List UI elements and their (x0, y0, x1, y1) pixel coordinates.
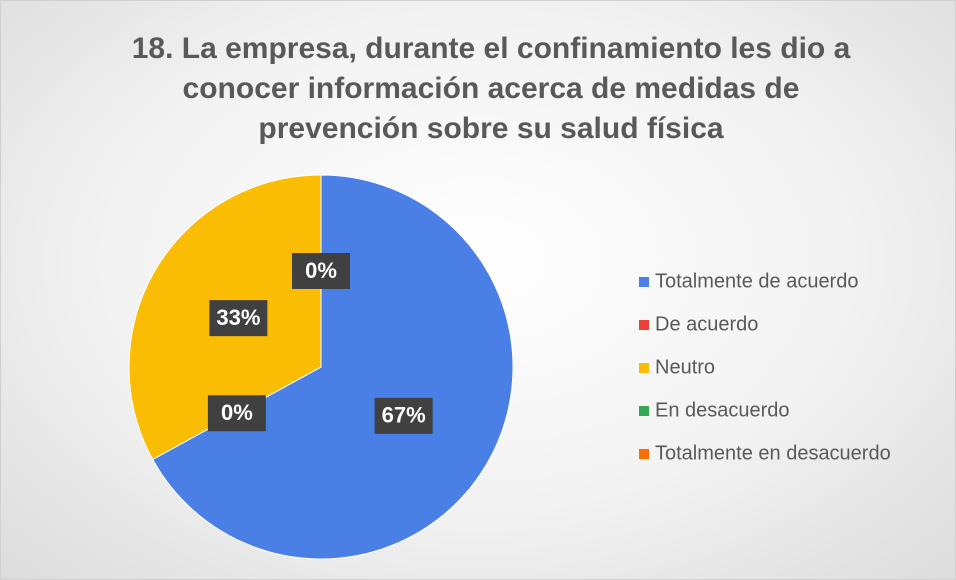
chart-title: 18. La empresa, durante el confinamiento… (131, 32, 851, 145)
legend-label: Totalmente de acuerdo (655, 270, 858, 292)
data-label-box (209, 300, 268, 337)
data-label: 67% (382, 403, 426, 428)
legend-swatch (639, 320, 649, 330)
legend-label: Neutro (655, 356, 715, 378)
legend-label: En desacuerdo (655, 399, 790, 421)
data-label: 0% (305, 258, 337, 283)
data-label: 0% (221, 400, 253, 425)
legend-swatch (639, 363, 649, 373)
data-label-box (374, 397, 433, 434)
data-label: 33% (216, 305, 260, 330)
legend-swatch (639, 406, 649, 416)
data-label-box (207, 395, 266, 432)
legend-label: De acuerdo (655, 313, 758, 335)
data-label-box (292, 253, 350, 289)
legend-swatch (639, 277, 649, 287)
legend-label: Totalmente en desacuerdo (655, 442, 891, 464)
pie-slice (152, 174, 514, 560)
legend-swatch (639, 449, 649, 459)
